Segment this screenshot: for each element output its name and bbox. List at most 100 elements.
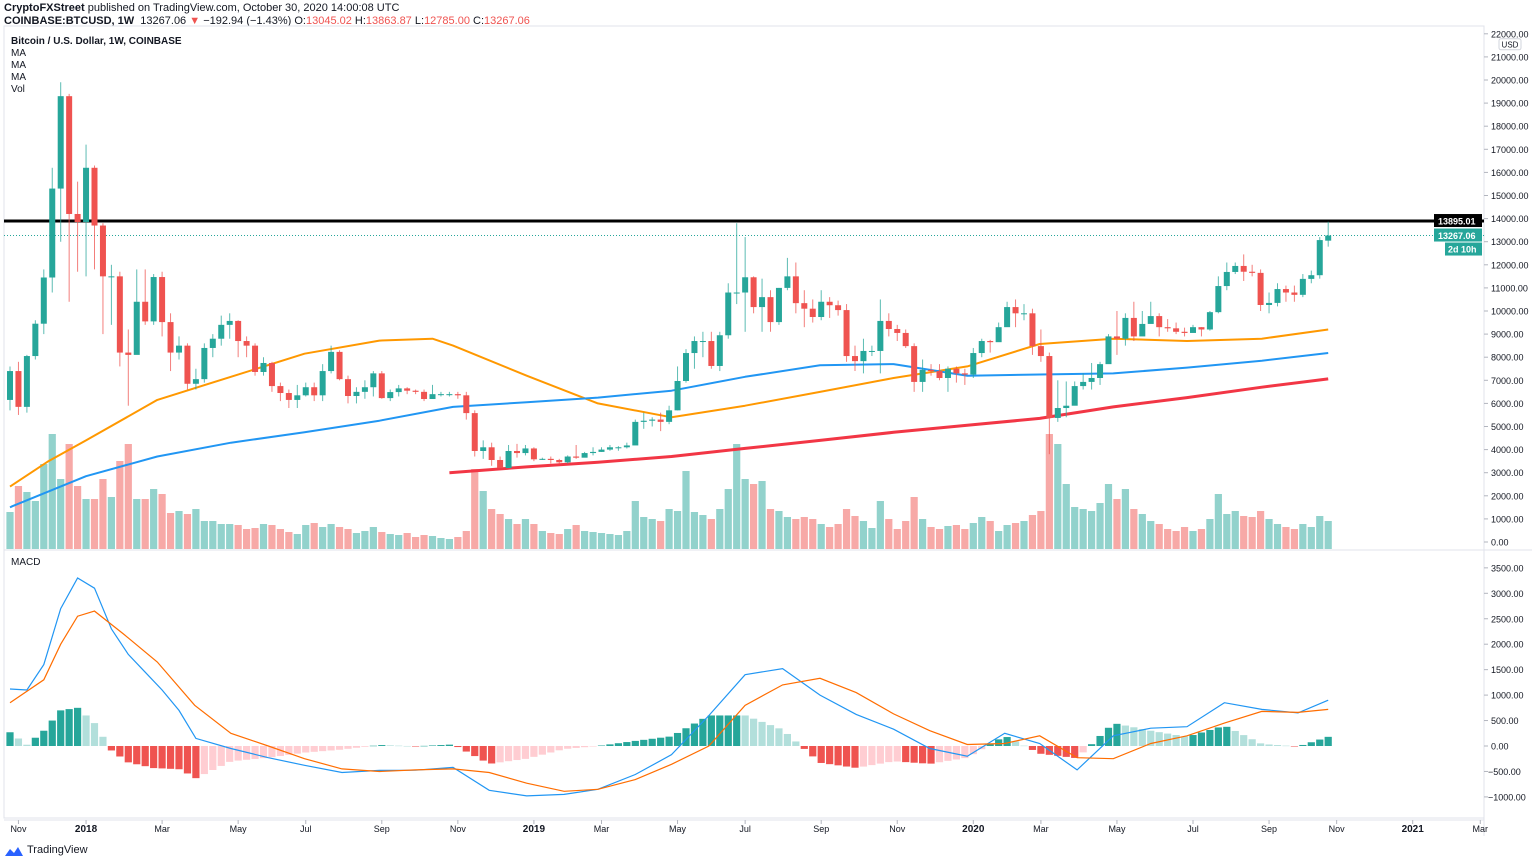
volume-bar (581, 531, 589, 549)
volume-bar (454, 537, 462, 549)
volume-bar (927, 527, 935, 549)
macd-histogram-bar (1003, 737, 1011, 746)
volume-bar (31, 501, 39, 549)
candle-body (1316, 240, 1323, 276)
volume-bar (276, 529, 284, 549)
last-price-label-bg (1434, 228, 1482, 242)
legend-ma-1[interactable]: MA (11, 48, 26, 59)
time-tick-label: 2020 (962, 824, 985, 835)
volume-bar (682, 471, 690, 549)
macd-tick-label: 2000.00 (1491, 640, 1524, 650)
macd-histogram-bar (1324, 736, 1332, 746)
volume-bar (57, 479, 65, 549)
tradingview-logo[interactable]: TradingView (4, 844, 88, 857)
candle-body (1206, 312, 1213, 330)
price-tick-label: 5000.00 (1491, 422, 1524, 432)
macd-histogram-bar (564, 746, 572, 749)
volume-bar (65, 444, 73, 549)
time-tick-label: Jul (300, 824, 312, 834)
candle-body (184, 345, 191, 384)
volume-bar (521, 519, 530, 549)
candle-body (142, 301, 149, 322)
time-tick-label: Mar (594, 824, 610, 834)
volume-bar (885, 519, 893, 549)
last-price-label: 13267.06 (1438, 231, 1476, 241)
macd-histogram-bar (488, 746, 496, 764)
time-tick-label: Sep (813, 824, 829, 834)
macd-histogram-bar (547, 746, 555, 753)
candle-body (437, 394, 444, 396)
macd-histogram (6, 707, 1332, 779)
candle-body (995, 327, 1002, 343)
volume-bar (809, 519, 817, 549)
volume-bar (107, 497, 115, 549)
volume-bar (978, 517, 986, 549)
candle-body (691, 341, 698, 354)
candle-body (319, 371, 326, 396)
volume-bar (1189, 531, 1197, 549)
volume-bar (243, 529, 251, 549)
macd-histogram-bar (133, 746, 141, 765)
candle-body (1105, 336, 1112, 365)
macd-histogram-bar (234, 746, 242, 761)
price-tick-label: 6000.00 (1491, 399, 1524, 409)
macd-tick-label: 3500.00 (1491, 563, 1524, 573)
symbol: COINBASE:BTCUSD, 1W (4, 15, 135, 27)
macd-histogram-bar (995, 739, 1003, 746)
macd-histogram-bar (327, 746, 335, 751)
author[interactable]: CryptoFXStreet (4, 2, 85, 14)
candle-body (336, 351, 343, 380)
volume-bar (834, 524, 842, 549)
volume-bar (1121, 489, 1129, 549)
low-value: 12785.00 (424, 15, 470, 27)
legend-ma-2[interactable]: MA (11, 60, 26, 71)
macd-histogram-bar (614, 743, 622, 746)
legend-ma-3[interactable]: MA (11, 72, 26, 83)
candle-body (919, 369, 926, 382)
macd-histogram-bar (927, 746, 935, 764)
price-tick-label: 8000.00 (1491, 353, 1524, 363)
volume-bar (361, 531, 369, 549)
candle-body (125, 352, 132, 355)
volume-bar (1028, 515, 1037, 549)
volume-bar (437, 538, 445, 549)
candle-body (902, 332, 909, 347)
candle-body (835, 305, 842, 311)
high-label: H: (354, 15, 366, 27)
macd-histogram-bar (640, 739, 648, 746)
macd-histogram-bar (454, 746, 462, 748)
volume-bars (6, 434, 1332, 549)
candle-body (801, 303, 808, 309)
candle-body (480, 447, 487, 451)
macd-histogram-bar (1028, 746, 1037, 750)
candle-body (1240, 265, 1247, 272)
volume-bar (23, 492, 31, 549)
volume-bar (1003, 525, 1011, 549)
candle-body (928, 369, 935, 372)
volume-bar (1113, 499, 1121, 549)
candle-body (328, 351, 335, 372)
volume-bar (597, 533, 606, 549)
legend-vol[interactable]: Vol (11, 84, 25, 95)
macd-line (9, 577, 1329, 797)
candle-body (818, 301, 825, 318)
macd-histogram-bar (809, 746, 817, 757)
candle-body (1249, 271, 1256, 273)
macd-histogram-bar (259, 746, 268, 759)
macd-histogram-bar (555, 746, 563, 751)
candle-body (429, 394, 436, 400)
candle-body (302, 387, 309, 396)
candle-body (716, 335, 723, 366)
macd-histogram-bar (158, 746, 166, 769)
candle-body (7, 371, 13, 400)
macd-histogram-bar (479, 746, 487, 761)
legend-macd[interactable]: MACD (11, 557, 41, 568)
candle-body (640, 420, 647, 422)
volume-bar (141, 499, 149, 549)
macd-histogram-bar (1206, 729, 1214, 746)
close-label: C: (473, 15, 485, 27)
volume-bar (1180, 527, 1189, 549)
macd-histogram-bar (606, 744, 614, 746)
volume-bar (183, 514, 192, 549)
